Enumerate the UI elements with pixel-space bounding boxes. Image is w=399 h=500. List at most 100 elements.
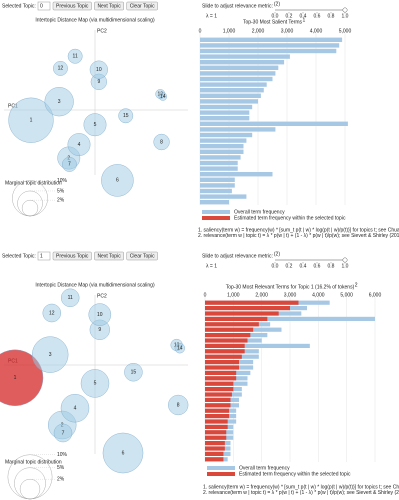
bar-topic[interactable] [205, 381, 234, 386]
bar-topic[interactable] [205, 392, 232, 397]
bar-overall[interactable] [200, 110, 250, 115]
topic-circle[interactable] [32, 336, 69, 373]
bar-topic[interactable] [205, 408, 230, 413]
bar-topic[interactable] [205, 419, 228, 424]
bar-topic[interactable] [205, 322, 259, 327]
button[interactable] [52, 1, 92, 11]
bar-topic[interactable] [205, 403, 231, 408]
bar-overall[interactable] [200, 43, 340, 48]
bar-overall[interactable] [200, 88, 264, 93]
bar-topic[interactable] [205, 451, 224, 456]
bar-topic[interactable] [205, 457, 224, 462]
bar-overall[interactable] [200, 127, 276, 132]
bar-overall[interactable] [200, 160, 238, 166]
bar-overall[interactable] [200, 48, 337, 54]
bar-overall[interactable] [200, 200, 229, 205]
bar-overall[interactable] [200, 132, 253, 138]
button-label: Previous Topic [56, 253, 89, 259]
bar-topic[interactable] [205, 430, 227, 435]
topic-circle[interactable] [124, 363, 143, 382]
topic-circle[interactable] [60, 393, 90, 423]
topic-input[interactable] [37, 251, 51, 261]
bar-overall[interactable] [200, 149, 244, 154]
bar-topic[interactable] [205, 441, 225, 446]
bar-topic[interactable] [205, 327, 254, 332]
topic-circle[interactable] [101, 164, 134, 197]
topic-circle[interactable] [80, 369, 110, 398]
bar-topic[interactable] [205, 365, 239, 370]
topic-circle[interactable] [0, 349, 44, 406]
bar-overall[interactable] [200, 177, 235, 182]
bar-overall[interactable] [200, 172, 273, 177]
topic-circle[interactable] [174, 343, 185, 354]
bar-overall[interactable] [200, 54, 290, 59]
bar-overall[interactable] [205, 316, 375, 321]
button[interactable] [126, 251, 158, 261]
bar-overall[interactable] [200, 155, 241, 160]
bar-overall[interactable] [200, 104, 253, 110]
bar-topic[interactable] [205, 316, 268, 321]
topic-circle[interactable] [53, 61, 68, 76]
bar-topic[interactable] [205, 376, 237, 381]
topic-input[interactable] [37, 1, 51, 11]
topic-circle[interactable] [8, 97, 54, 143]
button[interactable] [94, 251, 124, 261]
bar-overall[interactable] [200, 60, 285, 65]
topic-circle[interactable] [102, 432, 144, 474]
bar-topic[interactable] [205, 446, 225, 451]
bar-overall[interactable] [200, 183, 235, 188]
bar-overall[interactable] [200, 144, 244, 149]
topic-circle[interactable] [153, 133, 170, 151]
bar-topic[interactable] [205, 435, 227, 440]
bar-overall[interactable] [200, 116, 250, 121]
bar-overall[interactable] [200, 188, 232, 194]
bar-topic[interactable] [205, 424, 228, 429]
bar-topic[interactable] [205, 300, 299, 305]
bar-overall[interactable] [200, 71, 276, 76]
button[interactable] [94, 1, 124, 11]
bar-topic[interactable] [205, 349, 245, 354]
button[interactable] [52, 251, 92, 261]
topic-circle[interactable] [67, 133, 91, 156]
button[interactable] [126, 1, 158, 11]
bar-overall[interactable] [200, 76, 273, 82]
topic-circle[interactable] [53, 423, 73, 443]
slider-knob[interactable] [342, 257, 348, 263]
bar-topic[interactable] [205, 414, 230, 419]
bar-overall[interactable] [200, 138, 247, 143]
topic-circle[interactable] [62, 157, 77, 172]
bar-overall[interactable] [205, 343, 310, 348]
bar-overall[interactable] [200, 93, 261, 98]
topic-circle[interactable] [118, 108, 134, 124]
bar-topic[interactable] [205, 333, 251, 338]
topic-circle[interactable] [158, 92, 167, 101]
bar-topic[interactable] [205, 387, 234, 392]
bar-overall[interactable] [200, 99, 258, 104]
bar-overall[interactable] [200, 121, 348, 126]
bar-topic[interactable] [205, 338, 248, 343]
bar-topic[interactable] [205, 397, 231, 402]
bar-overall[interactable] [200, 166, 238, 171]
bar-overall[interactable] [200, 37, 343, 42]
bar-topic[interactable] [205, 343, 245, 348]
topic-circle[interactable] [42, 303, 61, 323]
bar-topic[interactable] [205, 354, 242, 359]
bar-overall[interactable] [200, 82, 267, 87]
slider-knob[interactable] [342, 7, 348, 13]
bar-topic[interactable] [205, 306, 290, 311]
topic-circle[interactable] [83, 113, 107, 137]
bar-overall[interactable] [200, 65, 279, 70]
topic-circle[interactable] [67, 48, 83, 64]
bar-overall[interactable] [200, 194, 247, 199]
topic-circle[interactable] [89, 60, 108, 79]
topic-circle[interactable] [44, 87, 74, 117]
bar-topic[interactable] [205, 360, 239, 365]
bar-topic[interactable] [205, 370, 237, 375]
topic-circle[interactable] [168, 394, 189, 416]
topic-circle[interactable] [88, 303, 112, 326]
button-label: Clear Topic [130, 3, 155, 9]
x-tick-label: 2,000 [255, 292, 268, 298]
topic-label: 7 [62, 430, 65, 436]
bar-topic[interactable] [205, 311, 279, 316]
topic-circle[interactable] [61, 288, 80, 307]
